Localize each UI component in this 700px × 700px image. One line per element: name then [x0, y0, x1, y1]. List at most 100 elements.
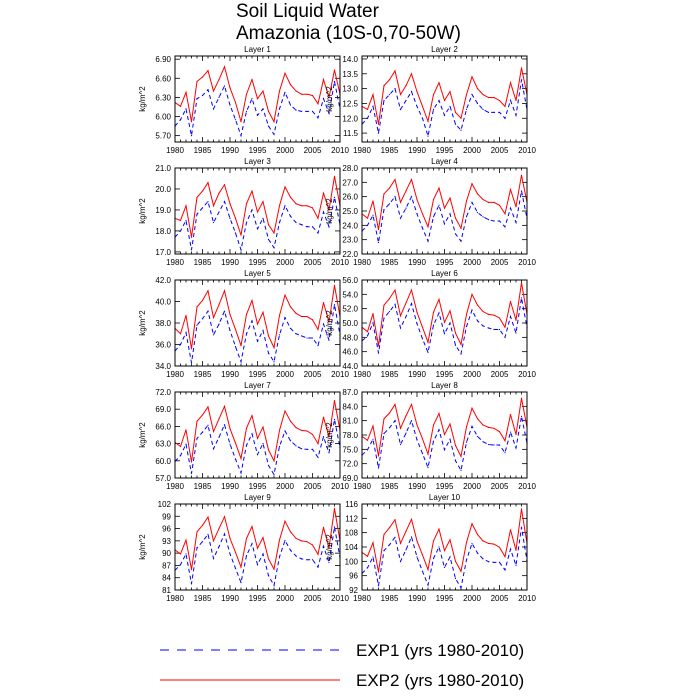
x-tick-label: 2010: [331, 146, 349, 155]
data-point-exp2: [487, 201, 490, 203]
data-point-exp2: [300, 205, 303, 207]
data-point-exp2: [212, 540, 215, 542]
x-tick-label: 2005: [491, 258, 509, 267]
data-point-exp1: [212, 221, 215, 224]
data-point-exp2: [520, 282, 523, 284]
x-tick-label: 2000: [463, 258, 481, 267]
data-point-exp1: [284, 539, 286, 542]
data-point-exp1: [212, 448, 215, 450]
series-line-exp1: [361, 297, 528, 356]
data-point-exp1: [262, 108, 264, 110]
x-tick-label: 2010: [518, 258, 536, 267]
x-tick-label: 1985: [194, 258, 212, 267]
data-point-exp2: [498, 431, 501, 433]
x-tick-label: 2010: [331, 594, 349, 603]
data-point-exp1: [366, 117, 369, 119]
y-tick-label: 38.0: [155, 319, 171, 328]
legend-label-exp2: EXP2 (yrs 1980-2010): [356, 671, 524, 690]
data-point-exp2: [405, 190, 407, 192]
data-point-exp1: [471, 309, 473, 311]
chart-title: Layer 2: [431, 45, 458, 54]
data-point-exp1: [438, 429, 440, 431]
data-point-exp1: [322, 545, 325, 547]
y-tick-label: 40.0: [155, 298, 171, 307]
data-point-exp1: [410, 420, 413, 422]
data-point-exp1: [476, 211, 479, 214]
data-point-exp1: [289, 215, 292, 217]
series-line-exp1: [361, 79, 528, 137]
data-point-exp1: [482, 108, 484, 110]
data-point-exp2: [410, 73, 413, 75]
data-point-exp1: [229, 329, 231, 332]
data-point-exp2: [460, 570, 462, 572]
data-point-exp1: [427, 466, 429, 469]
y-tick-label: 20.0: [155, 185, 171, 194]
y-tick-label: 17.0: [155, 248, 171, 257]
data-point-exp1: [207, 89, 209, 91]
data-point-exp1: [493, 561, 495, 564]
data-point-exp1: [460, 469, 462, 471]
data-point-exp1: [520, 190, 523, 192]
series-line-exp2: [174, 400, 341, 463]
x-tick-label: 1995: [436, 146, 454, 155]
data-point-exp2: [405, 415, 407, 417]
data-point-exp1: [509, 431, 512, 433]
data-point-exp1: [317, 232, 319, 234]
data-point-exp2: [399, 427, 402, 429]
data-point-exp2: [443, 321, 446, 323]
data-point-exp1: [432, 440, 435, 442]
series-line-exp1: [174, 526, 341, 587]
data-point-exp2: [504, 213, 506, 215]
data-point-exp2: [449, 310, 451, 312]
data-point-exp2: [212, 205, 215, 207]
data-point-exp1: [284, 430, 286, 432]
data-point-exp2: [185, 314, 187, 317]
data-point-exp2: [377, 455, 380, 457]
data-point-exp2: [190, 348, 193, 350]
data-point-exp1: [372, 556, 374, 558]
data-point-exp1: [377, 241, 380, 244]
data-point-exp1: [240, 249, 242, 251]
x-tick-label: 2005: [491, 146, 509, 155]
data-point-exp1: [306, 559, 308, 561]
series-line-exp1: [174, 304, 341, 364]
data-point-exp1: [278, 556, 281, 558]
data-point-exp2: [322, 416, 325, 418]
data-point-exp2: [471, 183, 473, 185]
data-point-exp1: [454, 233, 457, 235]
data-point-exp2: [372, 425, 374, 427]
data-point-exp1: [438, 312, 440, 314]
data-point-exp2: [493, 201, 495, 203]
data-point-exp2: [306, 430, 308, 432]
data-point-exp2: [328, 321, 330, 323]
data-point-exp2: [482, 198, 484, 201]
data-point-exp1: [399, 217, 402, 219]
data-point-exp1: [388, 544, 391, 546]
data-point-exp1: [278, 108, 281, 110]
data-point-exp2: [284, 72, 286, 74]
data-point-exp1: [256, 453, 259, 456]
x-tick-label: 1995: [436, 370, 454, 379]
data-point-exp1: [399, 560, 402, 562]
data-point-exp2: [509, 529, 512, 531]
data-point-exp1: [388, 310, 391, 313]
data-point-exp2: [317, 103, 319, 105]
data-point-exp1: [245, 110, 248, 113]
data-point-exp2: [421, 554, 424, 556]
data-point-exp1: [405, 99, 407, 102]
data-point-exp1: [317, 566, 319, 568]
data-point-exp2: [438, 187, 440, 189]
data-point-exp2: [201, 299, 204, 302]
data-point-exp2: [394, 178, 396, 181]
data-point-exp2: [179, 105, 182, 107]
data-point-exp1: [366, 335, 369, 337]
y-axis-label: kg/m^2: [325, 86, 334, 112]
data-point-exp2: [311, 207, 314, 209]
x-tick-label: 1980: [353, 370, 371, 379]
data-point-exp1: [311, 226, 314, 228]
data-point-exp1: [185, 443, 187, 445]
data-point-exp1: [240, 472, 242, 474]
data-point-exp1: [383, 99, 385, 102]
data-point-exp1: [185, 332, 187, 334]
data-point-exp2: [201, 414, 204, 416]
